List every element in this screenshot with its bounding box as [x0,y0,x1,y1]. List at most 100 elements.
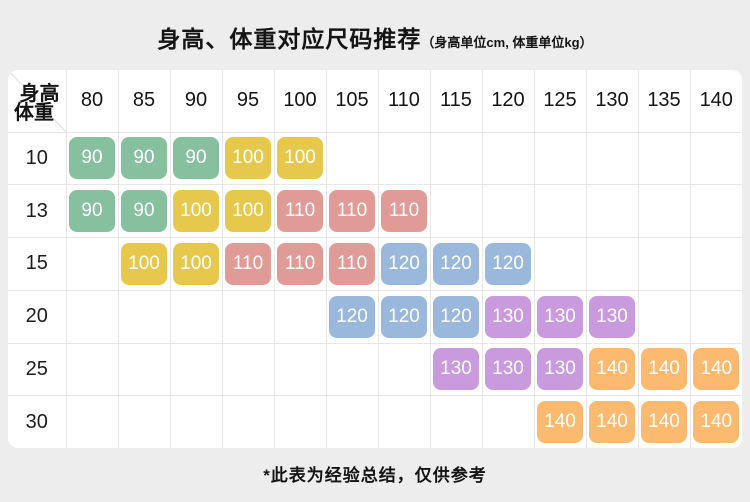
weight-row: 25 130 130 130 140 140 140 [8,342,742,397]
size-cell: 100 [221,184,275,239]
corner-cell: 身高 体重 [8,70,67,133]
empty-cell [533,237,587,291]
empty-cell [377,395,431,448]
height-column-header: 90 [169,70,223,133]
footnote: *此表为经验总结，仅供参考 [263,466,487,485]
weight-row-label: 20 [8,289,67,344]
weight-row-label: 30 [8,395,67,448]
empty-cell [637,184,691,239]
empty-cell [481,131,535,186]
empty-cell [325,131,379,186]
empty-cell [169,342,223,397]
weight-row: 20 120 120 120 130 130 130 [8,289,742,344]
size-cell: 100 [169,184,223,239]
size-cell: 140 [585,395,639,448]
size-table-panel: 身高 体重 80 85 90 95 100 105 110 115 120 125 130 135 140 1… [8,70,742,448]
size-badge: 110 [381,190,427,233]
size-badge: 130 [485,348,531,391]
size-cell: 140 [637,342,691,397]
empty-cell [429,131,483,186]
diagonal-divider [8,70,66,132]
height-column-header: 100 [273,70,327,133]
size-badge: 120 [381,295,427,338]
weight-row-label: 15 [8,237,67,291]
empty-cell [689,184,742,239]
size-cell: 110 [377,184,431,239]
size-cell: 120 [377,237,431,291]
empty-cell [273,342,327,397]
size-badge: 130 [537,348,583,391]
size-cell: 120 [377,289,431,344]
corner-weight-label: 体重 [14,101,54,124]
size-badge: 100 [225,137,271,180]
empty-cell [585,131,639,186]
empty-cell [533,184,587,239]
empty-cell [377,342,431,397]
size-cell: 120 [429,289,483,344]
empty-cell [117,342,171,397]
empty-cell [325,395,379,448]
weight-row: 30 140 140 140 140 [8,395,742,448]
empty-cell [429,395,483,448]
size-badge: 100 [173,190,219,233]
size-badge: 90 [121,137,167,180]
size-cell: 140 [585,342,639,397]
empty-cell [65,237,119,291]
size-badge: 100 [277,137,323,180]
size-badge: 140 [589,401,635,444]
empty-cell [221,342,275,397]
empty-cell [65,342,119,397]
size-badge: 140 [537,401,583,444]
size-badge: 120 [381,242,427,285]
chart-title-block: 身高、体重对应尺码推荐（身高单位cm, 体重单位kg） [0,0,750,54]
height-column-header: 115 [429,70,483,133]
size-cell: 110 [325,184,379,239]
empty-cell [429,184,483,239]
empty-cell [533,131,587,186]
weight-row-label: 10 [8,131,67,186]
size-badge: 110 [329,190,375,233]
header-row: 身高 体重 80 85 90 95 100 105 110 115 120 125 130 135 140 [8,70,742,133]
empty-cell [65,395,119,448]
empty-cell [481,395,535,448]
height-column-header: 120 [481,70,535,133]
size-cell: 100 [169,237,223,291]
empty-cell [273,395,327,448]
empty-cell [273,289,327,344]
size-badge: 120 [433,242,479,285]
size-cell: 90 [169,131,223,186]
size-cell: 110 [273,184,327,239]
empty-cell [117,289,171,344]
size-cell: 130 [429,342,483,397]
size-badge: 110 [277,242,323,285]
size-cell: 120 [325,289,379,344]
size-badge: 110 [329,242,375,285]
size-badge: 90 [173,137,219,180]
empty-cell [637,131,691,186]
size-badge: 120 [485,242,531,285]
empty-cell [221,395,275,448]
empty-cell [637,289,691,344]
size-badge: 110 [277,190,323,233]
height-column-header: 95 [221,70,275,133]
size-cell: 130 [533,289,587,344]
size-cell: 140 [689,395,742,448]
size-cell: 100 [117,237,171,291]
size-badge: 130 [485,295,531,338]
empty-cell [325,342,379,397]
weight-row: 10 90 90 90 100 100 [8,131,742,186]
empty-cell [689,237,742,291]
size-cell: 90 [117,131,171,186]
height-column-header: 140 [689,70,742,133]
size-cell: 140 [689,342,742,397]
page-title: 身高、体重对应尺码推荐 [157,26,422,52]
size-badge: 140 [693,401,740,444]
size-badge: 130 [433,348,479,391]
size-cell: 90 [65,131,119,186]
weight-row-label: 13 [8,184,67,239]
size-badge: 130 [589,295,635,338]
weight-row: 13 90 90 100 100 110 110 110 [8,184,742,239]
size-cell: 130 [481,289,535,344]
empty-cell [689,289,742,344]
size-cell: 130 [585,289,639,344]
